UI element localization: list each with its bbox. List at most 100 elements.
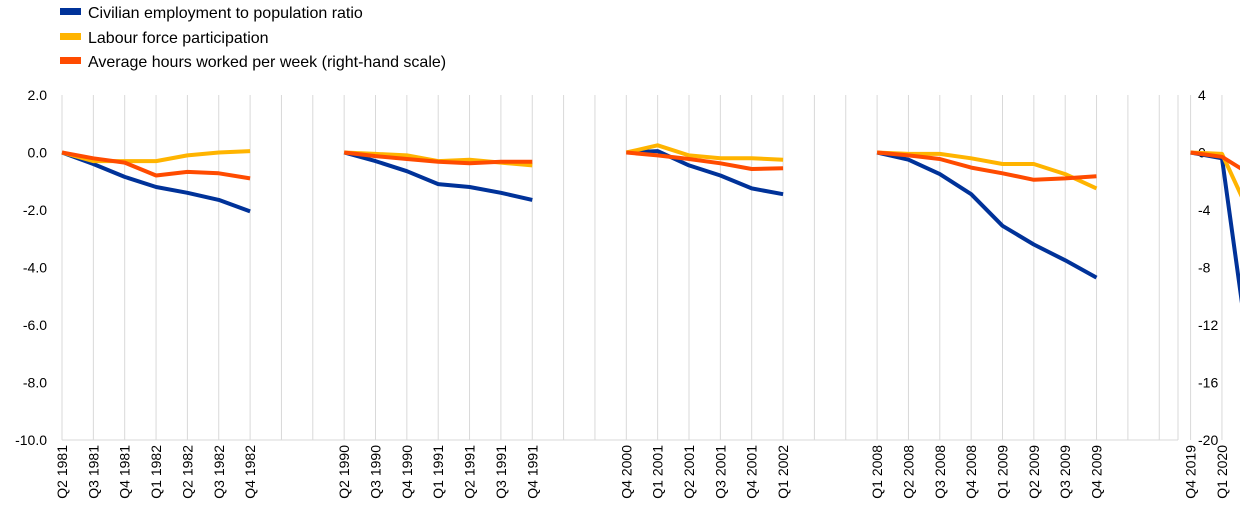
x-tick-label: Q3 1990 [368, 445, 384, 499]
x-tick: Q3 1990 [368, 445, 384, 499]
x-tick: Q4 2019 [1183, 445, 1199, 499]
x-tick: Q2 2008 [900, 445, 916, 499]
y-right-tick-label: -16 [1198, 375, 1218, 391]
y-right-tick-label: 4 [1198, 87, 1206, 103]
legend-item-employment: Civilian employment to population ratio [60, 5, 363, 22]
x-tick: Q2 1991 [462, 445, 478, 499]
legend-label-employment: Civilian employment to population ratio [88, 5, 363, 22]
series-line-participation-episode-1 [61, 149, 251, 164]
x-tick: Q2 1990 [336, 445, 352, 499]
y-left-tick-label: -4.0 [23, 260, 47, 276]
legend-label-hours: Average hours worked per week (right-han… [88, 54, 446, 71]
x-tick: Q1 2001 [650, 445, 666, 499]
x-tick-label: Q4 1991 [524, 445, 540, 499]
series-line-employment-episode-3 [626, 149, 784, 197]
legend-swatch-employment [60, 8, 81, 15]
legend-item-hours: Average hours worked per week (right-han… [60, 54, 446, 71]
y-left-tick-label: 0.0 [28, 145, 48, 161]
series-line-hours-episode-3 [626, 150, 784, 171]
y-right-tick-label: -8 [1198, 260, 1211, 276]
x-tick-label: Q3 2009 [1057, 445, 1073, 499]
series-line-hours-episode-1 [61, 150, 251, 181]
series-line-employment-episode-2 [343, 150, 533, 202]
x-tick-label: Q2 2001 [681, 445, 697, 499]
x-tick-label: Q1 2009 [995, 445, 1011, 499]
y-right-tick-label: -20 [1198, 432, 1218, 448]
x-tick-label: Q1 2002 [775, 445, 791, 499]
y-left-tick-label: -2.0 [23, 202, 47, 218]
x-tick: Q2 2009 [1026, 445, 1042, 499]
x-tick-label: Q2 2008 [900, 445, 916, 499]
series-lines [61, 143, 1240, 304]
x-tick: Q4 2000 [618, 445, 634, 499]
y-right-tick-label: -12 [1198, 317, 1218, 333]
series-line-participation-episode-3 [625, 143, 784, 162]
x-tick: Q4 1981 [117, 445, 133, 499]
x-tick: Q4 1991 [524, 445, 540, 499]
x-tick: Q3 1981 [85, 445, 101, 499]
x-tick: Q4 2001 [744, 445, 760, 499]
x-tick-label: Q1 1991 [430, 445, 446, 499]
x-tick-label: Q3 1981 [85, 445, 101, 499]
x-tick-label: Q3 1982 [211, 445, 227, 499]
x-tick-label: Q4 1990 [399, 445, 415, 499]
legend: Civilian employment to population ratio … [60, 5, 446, 71]
x-tick: Q3 2009 [1057, 445, 1073, 499]
x-tick-label: Q4 2008 [963, 445, 979, 499]
y-axis-right: 40-4-8-12-16-20 [1198, 87, 1218, 448]
x-tick-label: Q2 2009 [1026, 445, 1042, 499]
x-tick-label: Q2 1990 [336, 445, 352, 499]
x-tick-label: Q1 1982 [148, 445, 164, 499]
legend-swatch-participation [60, 33, 81, 40]
x-tick-label: Q2 1982 [179, 445, 195, 499]
y-left-tick-label: -6.0 [23, 317, 47, 333]
x-tick: Q3 1991 [493, 445, 509, 499]
x-axis: Q2 1981 Q3 1981 Q4 1981 Q1 1982 Q2 1982 Q3 19… [54, 445, 1230, 499]
x-tick: Q1 1982 [148, 445, 164, 499]
x-tick: Q4 2008 [963, 445, 979, 499]
x-tick: Q4 2009 [1089, 445, 1105, 499]
x-tick-label: Q3 2001 [712, 445, 728, 499]
x-tick-label: Q2 1991 [462, 445, 478, 499]
x-tick: Q1 2020 [1214, 445, 1230, 499]
y-axis-left: 2.0 0.0 -2.0 -4.0 -6.0 -8.0 -10.0 [15, 87, 47, 448]
x-tick: Q1 2009 [995, 445, 1011, 499]
x-tick: Q3 2001 [712, 445, 728, 499]
x-tick: Q1 2002 [775, 445, 791, 499]
x-tick: Q2 2001 [681, 445, 697, 499]
y-left-tick-label: 2.0 [28, 87, 48, 103]
y-right-tick-label: -4 [1198, 202, 1211, 218]
x-tick: Q2 1981 [54, 445, 70, 499]
x-tick: Q2 1982 [179, 445, 195, 499]
x-tick-label: Q4 2001 [744, 445, 760, 499]
legend-item-participation: Labour force participation [60, 30, 269, 47]
series-line-employment-episode-4 [876, 150, 1098, 280]
x-tick: Q4 1990 [399, 445, 415, 499]
series-line-hours-episode-4 [876, 150, 1097, 182]
x-tick: Q3 2008 [932, 445, 948, 499]
x-tick: Q4 1982 [242, 445, 258, 499]
axis-lines [61, 95, 1178, 441]
x-tick: Q1 1991 [430, 445, 446, 499]
series-line-hours-episode-2 [343, 150, 533, 166]
x-tick: Q1 2008 [869, 445, 885, 499]
x-tick-label: Q1 2008 [869, 445, 885, 499]
legend-label-participation: Labour force participation [88, 30, 269, 47]
series-line-hours-episode-5 [1190, 150, 1240, 171]
x-tick-label: Q3 2008 [932, 445, 948, 499]
y-left-tick-label: -8.0 [23, 375, 47, 391]
x-tick-label: Q4 2000 [618, 445, 634, 499]
x-tick-label: Q4 1982 [242, 445, 258, 499]
series-line-participation-episode-4 [877, 150, 1098, 191]
x-tick-label: Q4 2009 [1089, 445, 1105, 499]
series-line-employment-episode-1 [61, 150, 251, 214]
x-tick-label: Q3 1991 [493, 445, 509, 499]
x-tick-label: Q1 2001 [650, 445, 666, 499]
x-tick-label: Q4 1981 [117, 445, 133, 499]
x-tick: Q3 1982 [211, 445, 227, 499]
x-tick-label: Q2 1981 [54, 445, 70, 499]
y-left-tick-label: -10.0 [15, 432, 47, 448]
x-tick-label: Q1 2020 [1214, 445, 1230, 499]
legend-swatch-hours [60, 57, 81, 64]
